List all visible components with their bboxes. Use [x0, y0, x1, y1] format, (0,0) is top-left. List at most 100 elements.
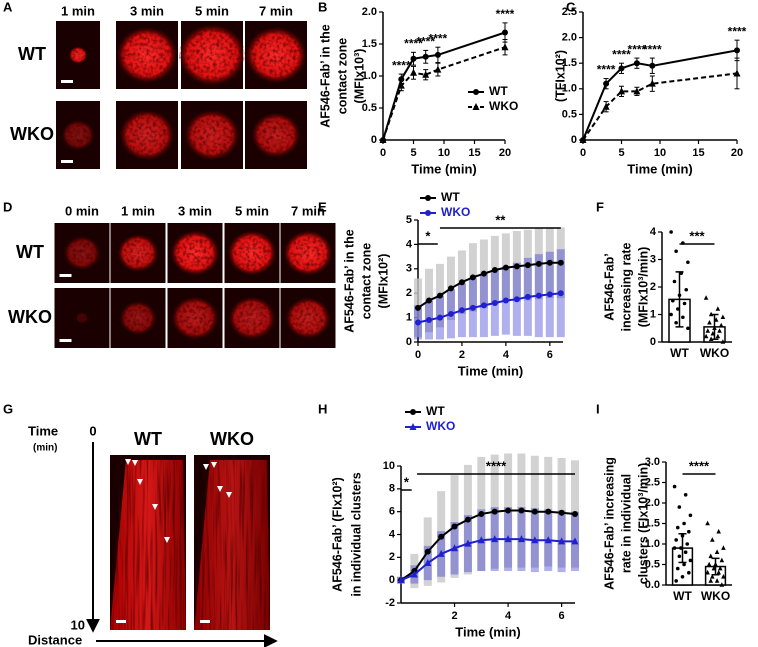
marker	[717, 565, 723, 571]
marker	[545, 508, 552, 515]
marker	[524, 262, 531, 269]
y-axis-label: contact zone	[359, 243, 373, 319]
x-tick-label: WT	[673, 589, 692, 603]
marker	[721, 545, 726, 550]
x-axis-label: Time (min)	[411, 161, 477, 176]
time-label: 3 min	[178, 203, 212, 218]
marker	[733, 69, 741, 77]
cell-image-texture	[252, 112, 300, 158]
panel-label: D	[3, 199, 12, 214]
marker	[681, 315, 685, 320]
marker	[513, 263, 520, 270]
marker	[425, 317, 432, 324]
marker	[491, 299, 498, 306]
marker	[677, 505, 682, 509]
marker	[546, 291, 553, 298]
marker	[716, 569, 721, 575]
cell-image-texture	[179, 24, 245, 86]
y-axis-label: AF546-Fab’ (FIx10²)	[330, 477, 344, 592]
y-tick-label: 2.5	[645, 476, 660, 488]
y-tick-label: 2.0	[362, 6, 377, 18]
row-label: WKO	[8, 307, 52, 327]
kymograph-texture	[110, 455, 186, 630]
marker	[686, 326, 690, 331]
legend-marker	[409, 423, 417, 430]
marker	[464, 539, 472, 547]
marker	[688, 558, 693, 563]
cell-image-texture	[229, 296, 275, 340]
arrowhead	[226, 492, 232, 498]
marker	[410, 570, 418, 578]
marker	[674, 320, 678, 325]
marker	[480, 270, 487, 277]
x-axis-label: Time (min)	[627, 161, 693, 176]
y-tick-label: 1.5	[562, 57, 577, 69]
marker	[424, 559, 432, 567]
marker	[672, 279, 677, 284]
marker	[531, 536, 539, 544]
panel-label: F	[596, 199, 604, 214]
marker	[674, 538, 678, 542]
marker	[674, 249, 678, 254]
cell-image-texture	[286, 297, 330, 339]
arrowhead	[137, 479, 143, 485]
cell-image-texture	[246, 27, 306, 83]
marker	[686, 260, 690, 265]
y-axis-label: clusters (FIx10³/min)	[636, 463, 650, 585]
marker	[602, 102, 610, 110]
marker	[703, 295, 709, 300]
marker	[469, 274, 476, 281]
series-line	[382, 31, 506, 141]
x-tick-label: 0	[380, 147, 386, 159]
y-axis-label: contact zone	[335, 38, 349, 114]
marker	[434, 65, 442, 73]
marker	[708, 553, 714, 559]
marker	[715, 306, 721, 311]
time-label: 5 min	[195, 3, 229, 18]
scale-bar	[116, 620, 126, 623]
y-tick-label: 4	[650, 226, 657, 238]
marker	[436, 314, 443, 321]
marker	[706, 561, 712, 567]
y-tick-label: 1.5	[645, 517, 660, 529]
marker	[649, 62, 656, 69]
marker	[672, 546, 677, 550]
time-label: 7 min	[259, 3, 293, 18]
y-axis-label: (MFIx10³)	[352, 49, 366, 104]
y-tick-label: 3.0	[645, 456, 660, 468]
marker	[633, 87, 641, 95]
y-tick-label: 5	[406, 214, 412, 226]
marker	[705, 569, 710, 575]
panel-label: G	[3, 401, 13, 416]
marker	[546, 259, 553, 266]
marker	[670, 298, 675, 303]
marker	[558, 509, 565, 516]
arrowhead	[132, 460, 138, 466]
cell-image-texture	[228, 230, 276, 276]
axis-value: 10	[71, 617, 85, 632]
legend-marker	[425, 195, 431, 201]
time-label: 3 min	[130, 3, 164, 18]
significance-label: *	[425, 228, 431, 243]
marker	[415, 304, 421, 311]
y-tick-label: 0.5	[562, 108, 577, 120]
x-tick-label: 10	[654, 147, 666, 159]
x-tick-label: 15	[468, 147, 480, 159]
arrowhead	[152, 504, 158, 510]
marker	[579, 136, 587, 143]
marker	[683, 550, 688, 554]
marker	[410, 55, 417, 62]
marker	[669, 312, 673, 317]
marker	[720, 339, 726, 344]
cell-image-texture	[64, 236, 100, 270]
y-tick-label: 0	[571, 134, 577, 146]
y-axis-label: (MFIx10²)	[376, 254, 390, 309]
cell-image-texture	[117, 27, 177, 83]
marker	[734, 47, 740, 54]
significance-label: ****	[728, 24, 747, 38]
marker	[491, 267, 498, 274]
marker	[718, 322, 724, 328]
y-tick-label: 4	[389, 528, 396, 540]
x-tick-label: 4	[505, 610, 512, 622]
y-tick-label: 1	[406, 312, 412, 324]
